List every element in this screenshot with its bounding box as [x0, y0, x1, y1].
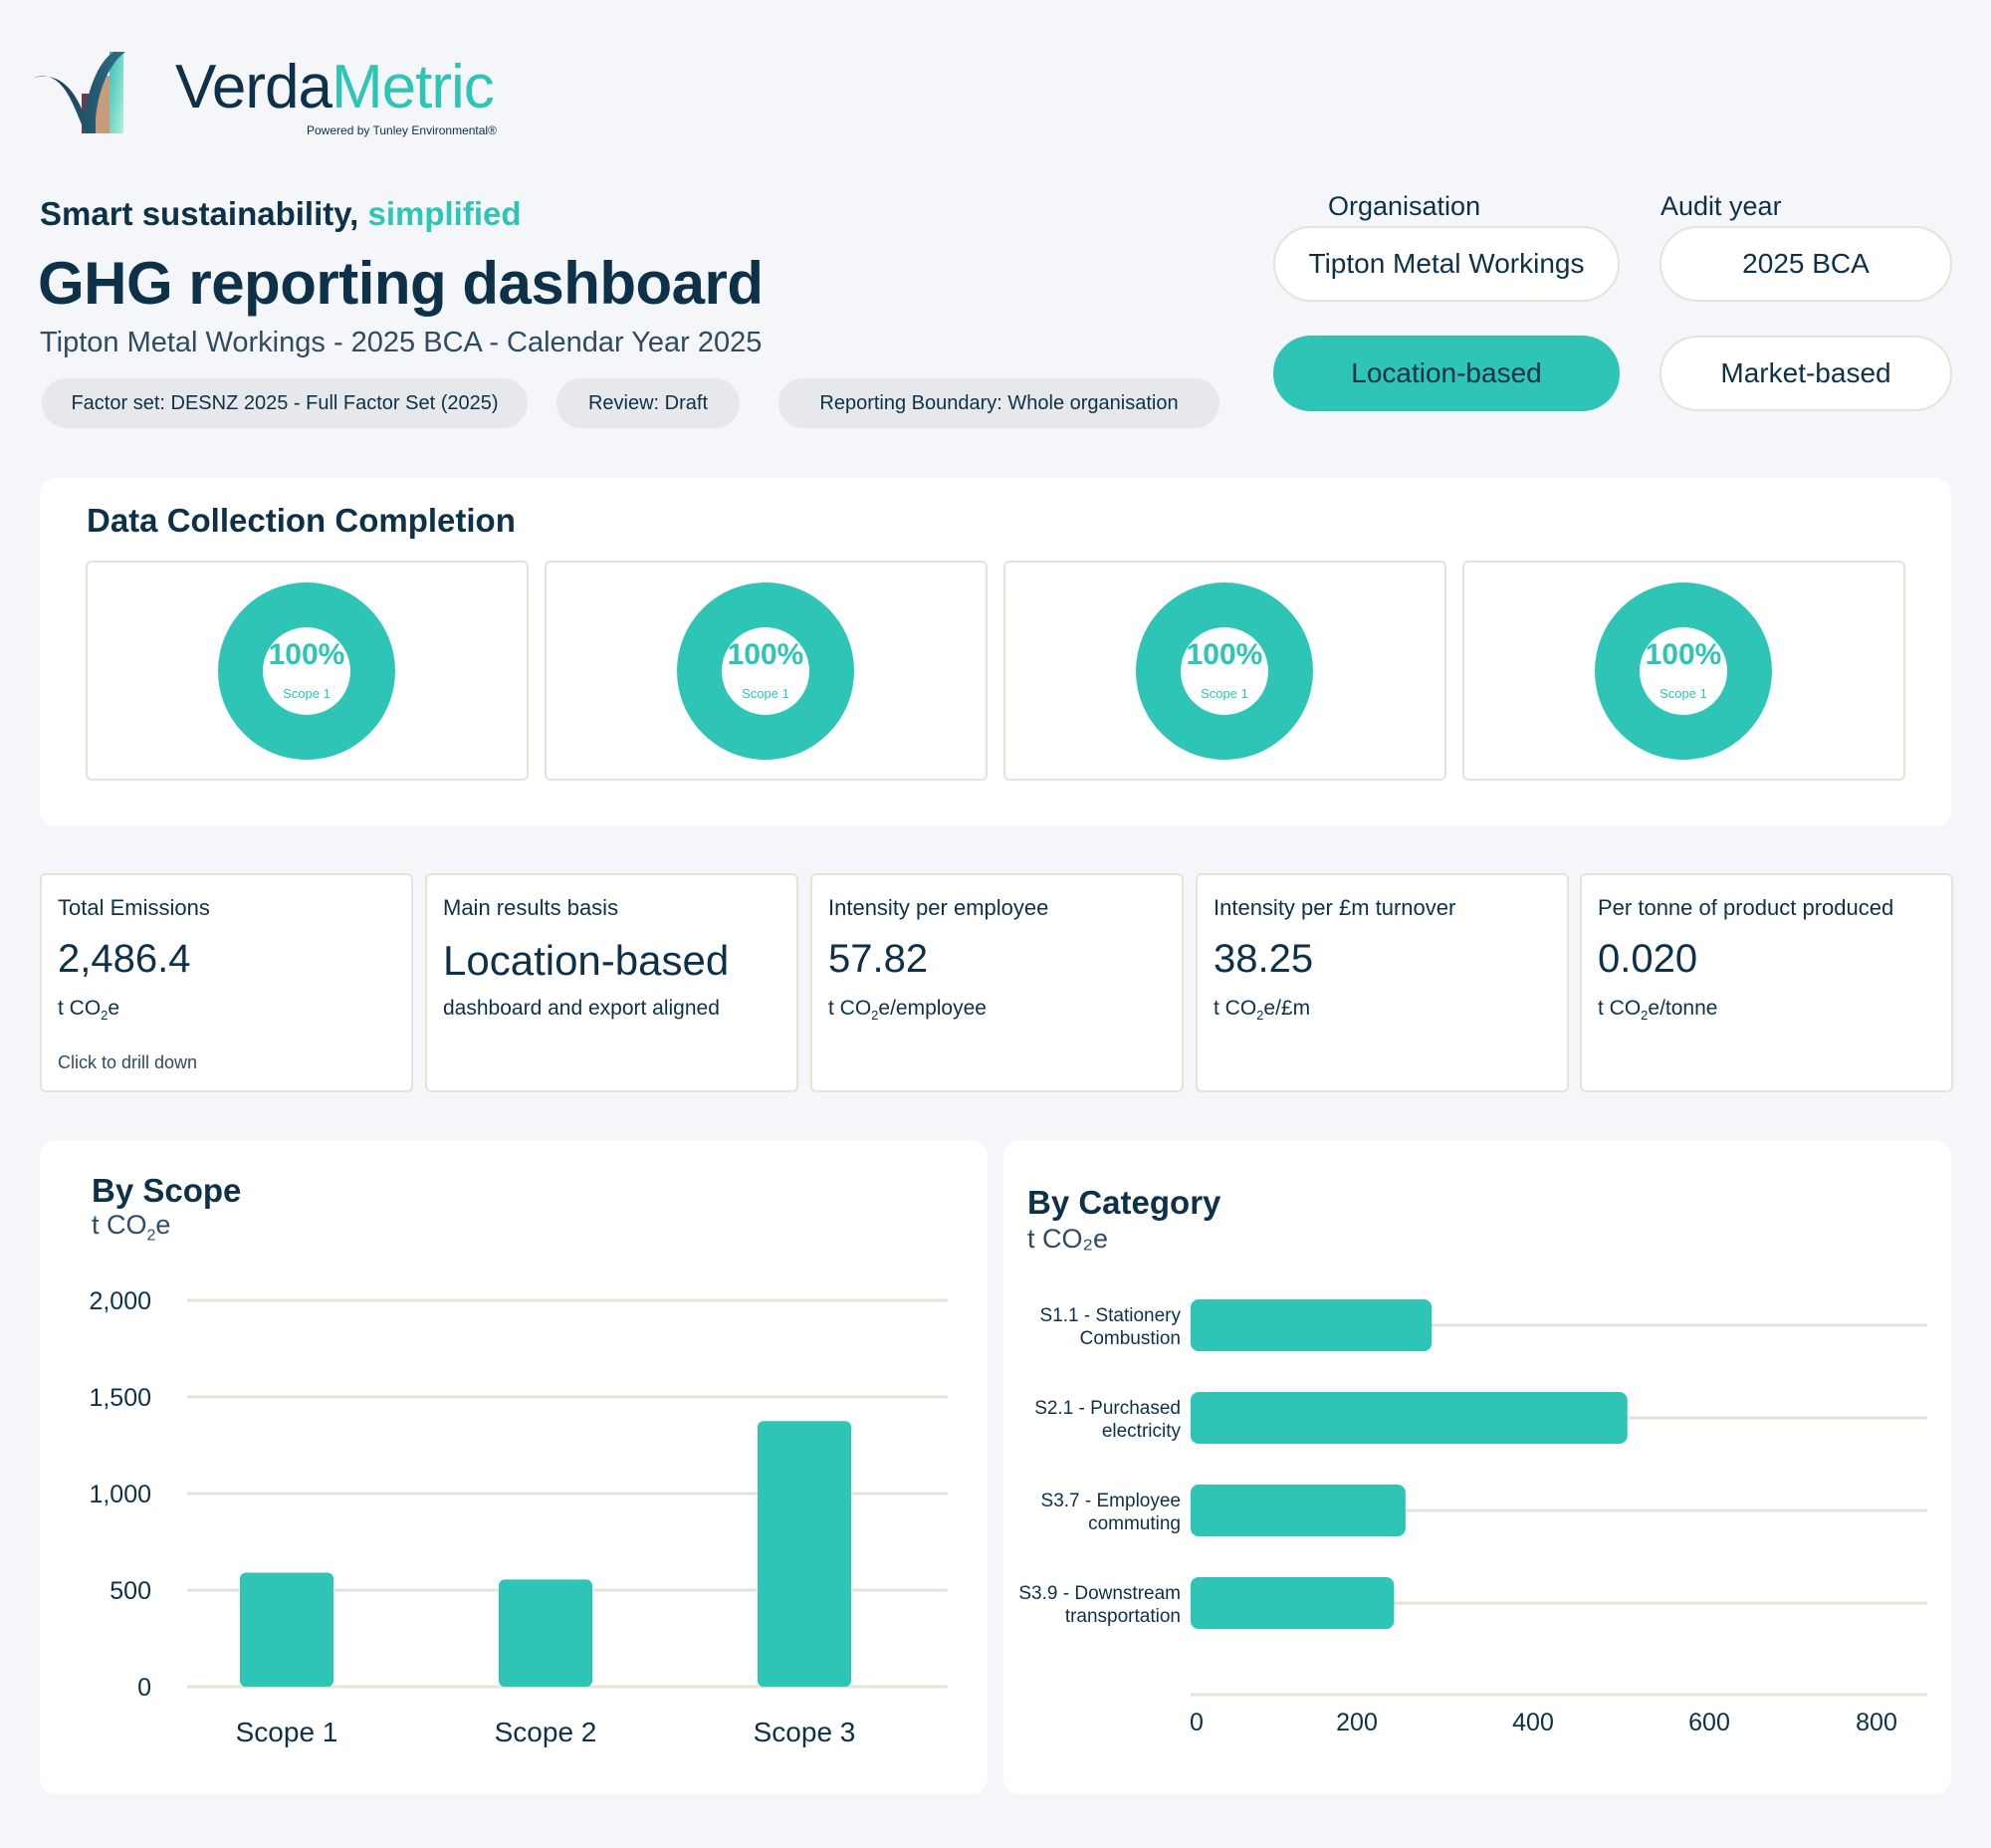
- by-scope-chart: 0 500 1,000 1,500 2,000 Scope 1 Scope 2 Scope 3: [89, 1287, 948, 1747]
- completion-card[interactable]: 100% Scope 1: [1003, 561, 1446, 781]
- chart-unit: t CO₂e: [1027, 1224, 1108, 1254]
- bar-scope-3: [758, 1421, 851, 1687]
- y-tick-label: 2,000: [89, 1287, 151, 1315]
- brand-name: VerdaMetric: [175, 53, 495, 121]
- page-subtitle: Tipton Metal Workings - 2025 BCA - Calen…: [40, 327, 763, 358]
- data-collection-panel: Data Collection Completion 100% Scope 1 …: [40, 478, 1951, 826]
- completion-percent: 100%: [727, 638, 804, 671]
- y-tick-label: 0: [137, 1674, 151, 1702]
- category-label: Combustion: [1080, 1328, 1181, 1349]
- brand-logo: VerdaMetric Powered by Tunley Environmen…: [34, 48, 591, 147]
- x-tick-label: 200: [1336, 1709, 1378, 1736]
- intensity-per-employee-card: Intensity per employee 57.82 t CO2e/empl…: [810, 873, 1184, 1092]
- organisation-label: Organisation: [1328, 191, 1481, 221]
- completion-donut: 100% Scope 1: [1595, 582, 1772, 760]
- category-bar: [1191, 1392, 1628, 1444]
- category-label: transportation: [1065, 1606, 1181, 1627]
- kpi-label: Total Emissions: [58, 895, 210, 920]
- x-tick-label: 400: [1512, 1709, 1554, 1736]
- x-tick-label: 600: [1688, 1709, 1730, 1736]
- kpi-value: Location-based: [443, 937, 730, 984]
- x-tick-label: 0: [1190, 1709, 1204, 1736]
- drill-down-link[interactable]: Click to drill down: [58, 1052, 198, 1072]
- results-basis-card: Main results basis Location-based dashbo…: [425, 873, 798, 1092]
- audit-year-select[interactable]: 2025 BCA: [1659, 226, 1952, 302]
- location-based-toggle[interactable]: Location-based: [1273, 336, 1620, 411]
- chart-unit: t CO2e: [92, 1210, 171, 1245]
- category-label: S3.9 - Downstream: [1018, 1583, 1181, 1604]
- market-based-toggle[interactable]: Market-based: [1659, 336, 1952, 411]
- completion-scope-label: Scope 1: [1201, 686, 1248, 701]
- review-status-badge: Review: Draft: [556, 378, 740, 428]
- intensity-per-turnover-card: Intensity per £m turnover 38.25 t CO2e/£…: [1196, 873, 1569, 1092]
- completion-card[interactable]: 100% Scope 1: [545, 561, 988, 781]
- kpi-value: 57.82: [828, 937, 929, 981]
- category-label: S3.7 - Employee: [1041, 1491, 1181, 1511]
- category-bar: [1191, 1485, 1406, 1536]
- by-category-panel: By Category t CO₂e S1.1 - Stationery Comb…: [1003, 1140, 1951, 1794]
- category-label: commuting: [1088, 1513, 1181, 1534]
- x-tick-label: Scope 1: [236, 1717, 338, 1747]
- y-tick-label: 500: [110, 1577, 151, 1605]
- reporting-boundary-badge: Reporting Boundary: Whole organisation: [778, 378, 1219, 428]
- kpi-unit: t CO2e: [58, 997, 120, 1024]
- total-emissions-card[interactable]: Total Emissions 2,486.4 t CO2e Click to …: [40, 873, 413, 1092]
- chart-title: By Category: [1027, 1184, 1221, 1221]
- kpi-unit: t CO2e/£m: [1214, 997, 1311, 1024]
- verdametric-logo-icon: [34, 52, 125, 133]
- organisation-select[interactable]: Tipton Metal Workings: [1273, 226, 1620, 302]
- completion-percent: 100%: [268, 638, 345, 671]
- kpi-value: 38.25: [1214, 937, 1314, 981]
- per-tonne-product-card: Per tonne of product produced 0.020 t CO…: [1580, 873, 1953, 1092]
- x-tick-label: Scope 3: [754, 1717, 856, 1747]
- x-tick-label: 800: [1856, 1709, 1897, 1736]
- completion-percent: 100%: [1645, 638, 1722, 671]
- page-title: GHG reporting dashboard: [38, 250, 764, 317]
- kpi-unit: t CO2e/tonne: [1598, 997, 1718, 1024]
- by-scope-panel: By Scope t CO2e 0 500 1,000 1,500 2,000 Scope…: [40, 1140, 988, 1794]
- audit-year-label: Audit year: [1660, 191, 1782, 221]
- category-bar: [1191, 1299, 1433, 1351]
- completion-scope-label: Scope 1: [742, 686, 789, 701]
- category-label: electricity: [1102, 1421, 1182, 1442]
- kpi-label: Intensity per employee: [828, 895, 1049, 920]
- chart-title: By Scope: [92, 1172, 242, 1209]
- kpi-unit: dashboard and export aligned: [443, 997, 720, 1020]
- completion-donut: 100% Scope 1: [218, 582, 395, 760]
- kpi-label: Per tonne of product produced: [1598, 895, 1894, 920]
- bar-scope-1: [240, 1572, 333, 1687]
- powered-by-text: Powered by Tunley Environmental®: [307, 123, 497, 137]
- panel-title: Data Collection Completion: [87, 502, 516, 539]
- bar-scope-2: [499, 1579, 592, 1687]
- completion-donut: 100% Scope 1: [1136, 582, 1313, 760]
- kpi-label: Intensity per £m turnover: [1214, 895, 1456, 920]
- kpi-label: Main results basis: [443, 895, 619, 920]
- completion-card[interactable]: 100% Scope 1: [86, 561, 529, 781]
- completion-scope-label: Scope 1: [283, 686, 331, 701]
- completion-card[interactable]: 100% Scope 1: [1462, 561, 1905, 781]
- tagline: Smart sustainability, simplified: [40, 195, 522, 232]
- category-label: S2.1 - Purchased: [1034, 1398, 1181, 1419]
- kpi-value: 0.020: [1598, 937, 1698, 981]
- factor-set-badge: Factor set: DESNZ 2025 - Full Factor Set…: [42, 378, 528, 428]
- completion-percent: 100%: [1186, 638, 1263, 671]
- completion-scope-label: Scope 1: [1659, 686, 1707, 701]
- y-tick-label: 1,500: [89, 1384, 151, 1412]
- completion-donut: 100% Scope 1: [677, 582, 854, 760]
- category-bar: [1191, 1577, 1395, 1629]
- x-tick-label: Scope 2: [495, 1717, 597, 1747]
- category-label: S1.1 - Stationery: [1039, 1305, 1181, 1326]
- kpi-value: 2,486.4: [58, 937, 191, 981]
- y-tick-label: 1,000: [89, 1481, 151, 1508]
- kpi-unit: t CO2e/employee: [828, 997, 987, 1024]
